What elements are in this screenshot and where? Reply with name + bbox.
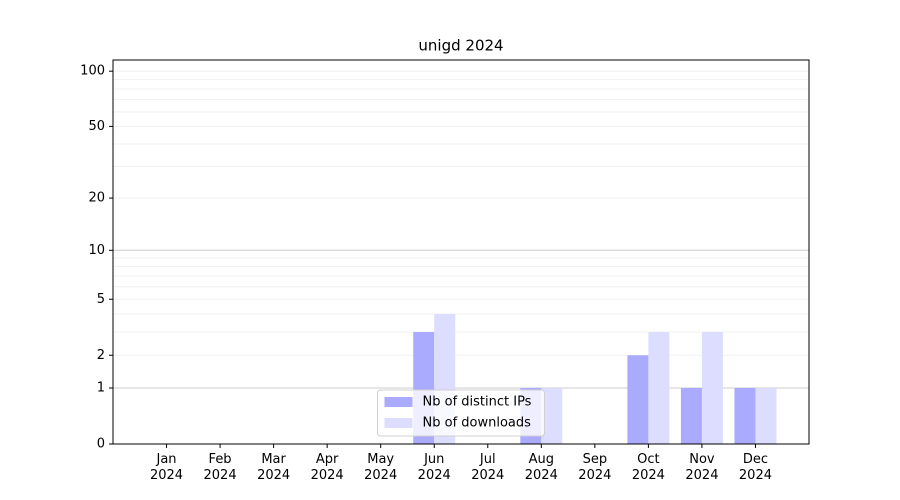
x-tick-label: Jun 2024 bbox=[417, 452, 451, 483]
x-tick-label: Oct 2024 bbox=[631, 452, 665, 483]
legend: Nb of distinct IPs Nb of downloads bbox=[377, 389, 545, 437]
x-tick-label: Jan 2024 bbox=[149, 452, 184, 483]
y-tick-label: 0 bbox=[97, 437, 105, 452]
legend-swatch bbox=[384, 418, 413, 428]
x-tick-label: Jul 2024 bbox=[471, 452, 505, 483]
bar bbox=[680, 388, 702, 444]
y-tick-label: 10 bbox=[88, 243, 105, 258]
legend-swatch bbox=[384, 397, 413, 407]
x-tick-label: Mar 2024 bbox=[257, 452, 291, 483]
legend-label: Nb of downloads bbox=[423, 416, 532, 431]
bar bbox=[755, 388, 777, 444]
y-tick-label: 50 bbox=[88, 119, 105, 134]
y-tick-label: 5 bbox=[97, 292, 105, 307]
bar bbox=[541, 388, 563, 444]
x-tick-label: May 2024 bbox=[364, 452, 398, 483]
legend-label: Nb of distinct IPs bbox=[423, 395, 532, 410]
chart-title: unigd 2024 bbox=[418, 37, 503, 55]
plot-frame bbox=[112, 59, 810, 445]
x-tick-label: Apr 2024 bbox=[310, 452, 344, 483]
bar bbox=[627, 355, 649, 444]
x-tick-label: Aug 2024 bbox=[524, 452, 558, 483]
x-tick-label: Nov 2024 bbox=[685, 452, 719, 483]
bar bbox=[734, 388, 756, 444]
x-tick-label: Dec 2024 bbox=[738, 452, 772, 483]
bar bbox=[648, 332, 670, 444]
x-tick-label: Sep 2024 bbox=[578, 452, 612, 483]
y-tick-label: 100 bbox=[80, 64, 105, 79]
y-tick-label: 2 bbox=[97, 348, 105, 363]
bar bbox=[701, 332, 723, 444]
y-tick-label: 20 bbox=[88, 191, 105, 206]
legend-box bbox=[377, 389, 545, 437]
x-tick-label: Feb 2024 bbox=[203, 452, 237, 483]
y-tick-label: 1 bbox=[97, 381, 105, 396]
